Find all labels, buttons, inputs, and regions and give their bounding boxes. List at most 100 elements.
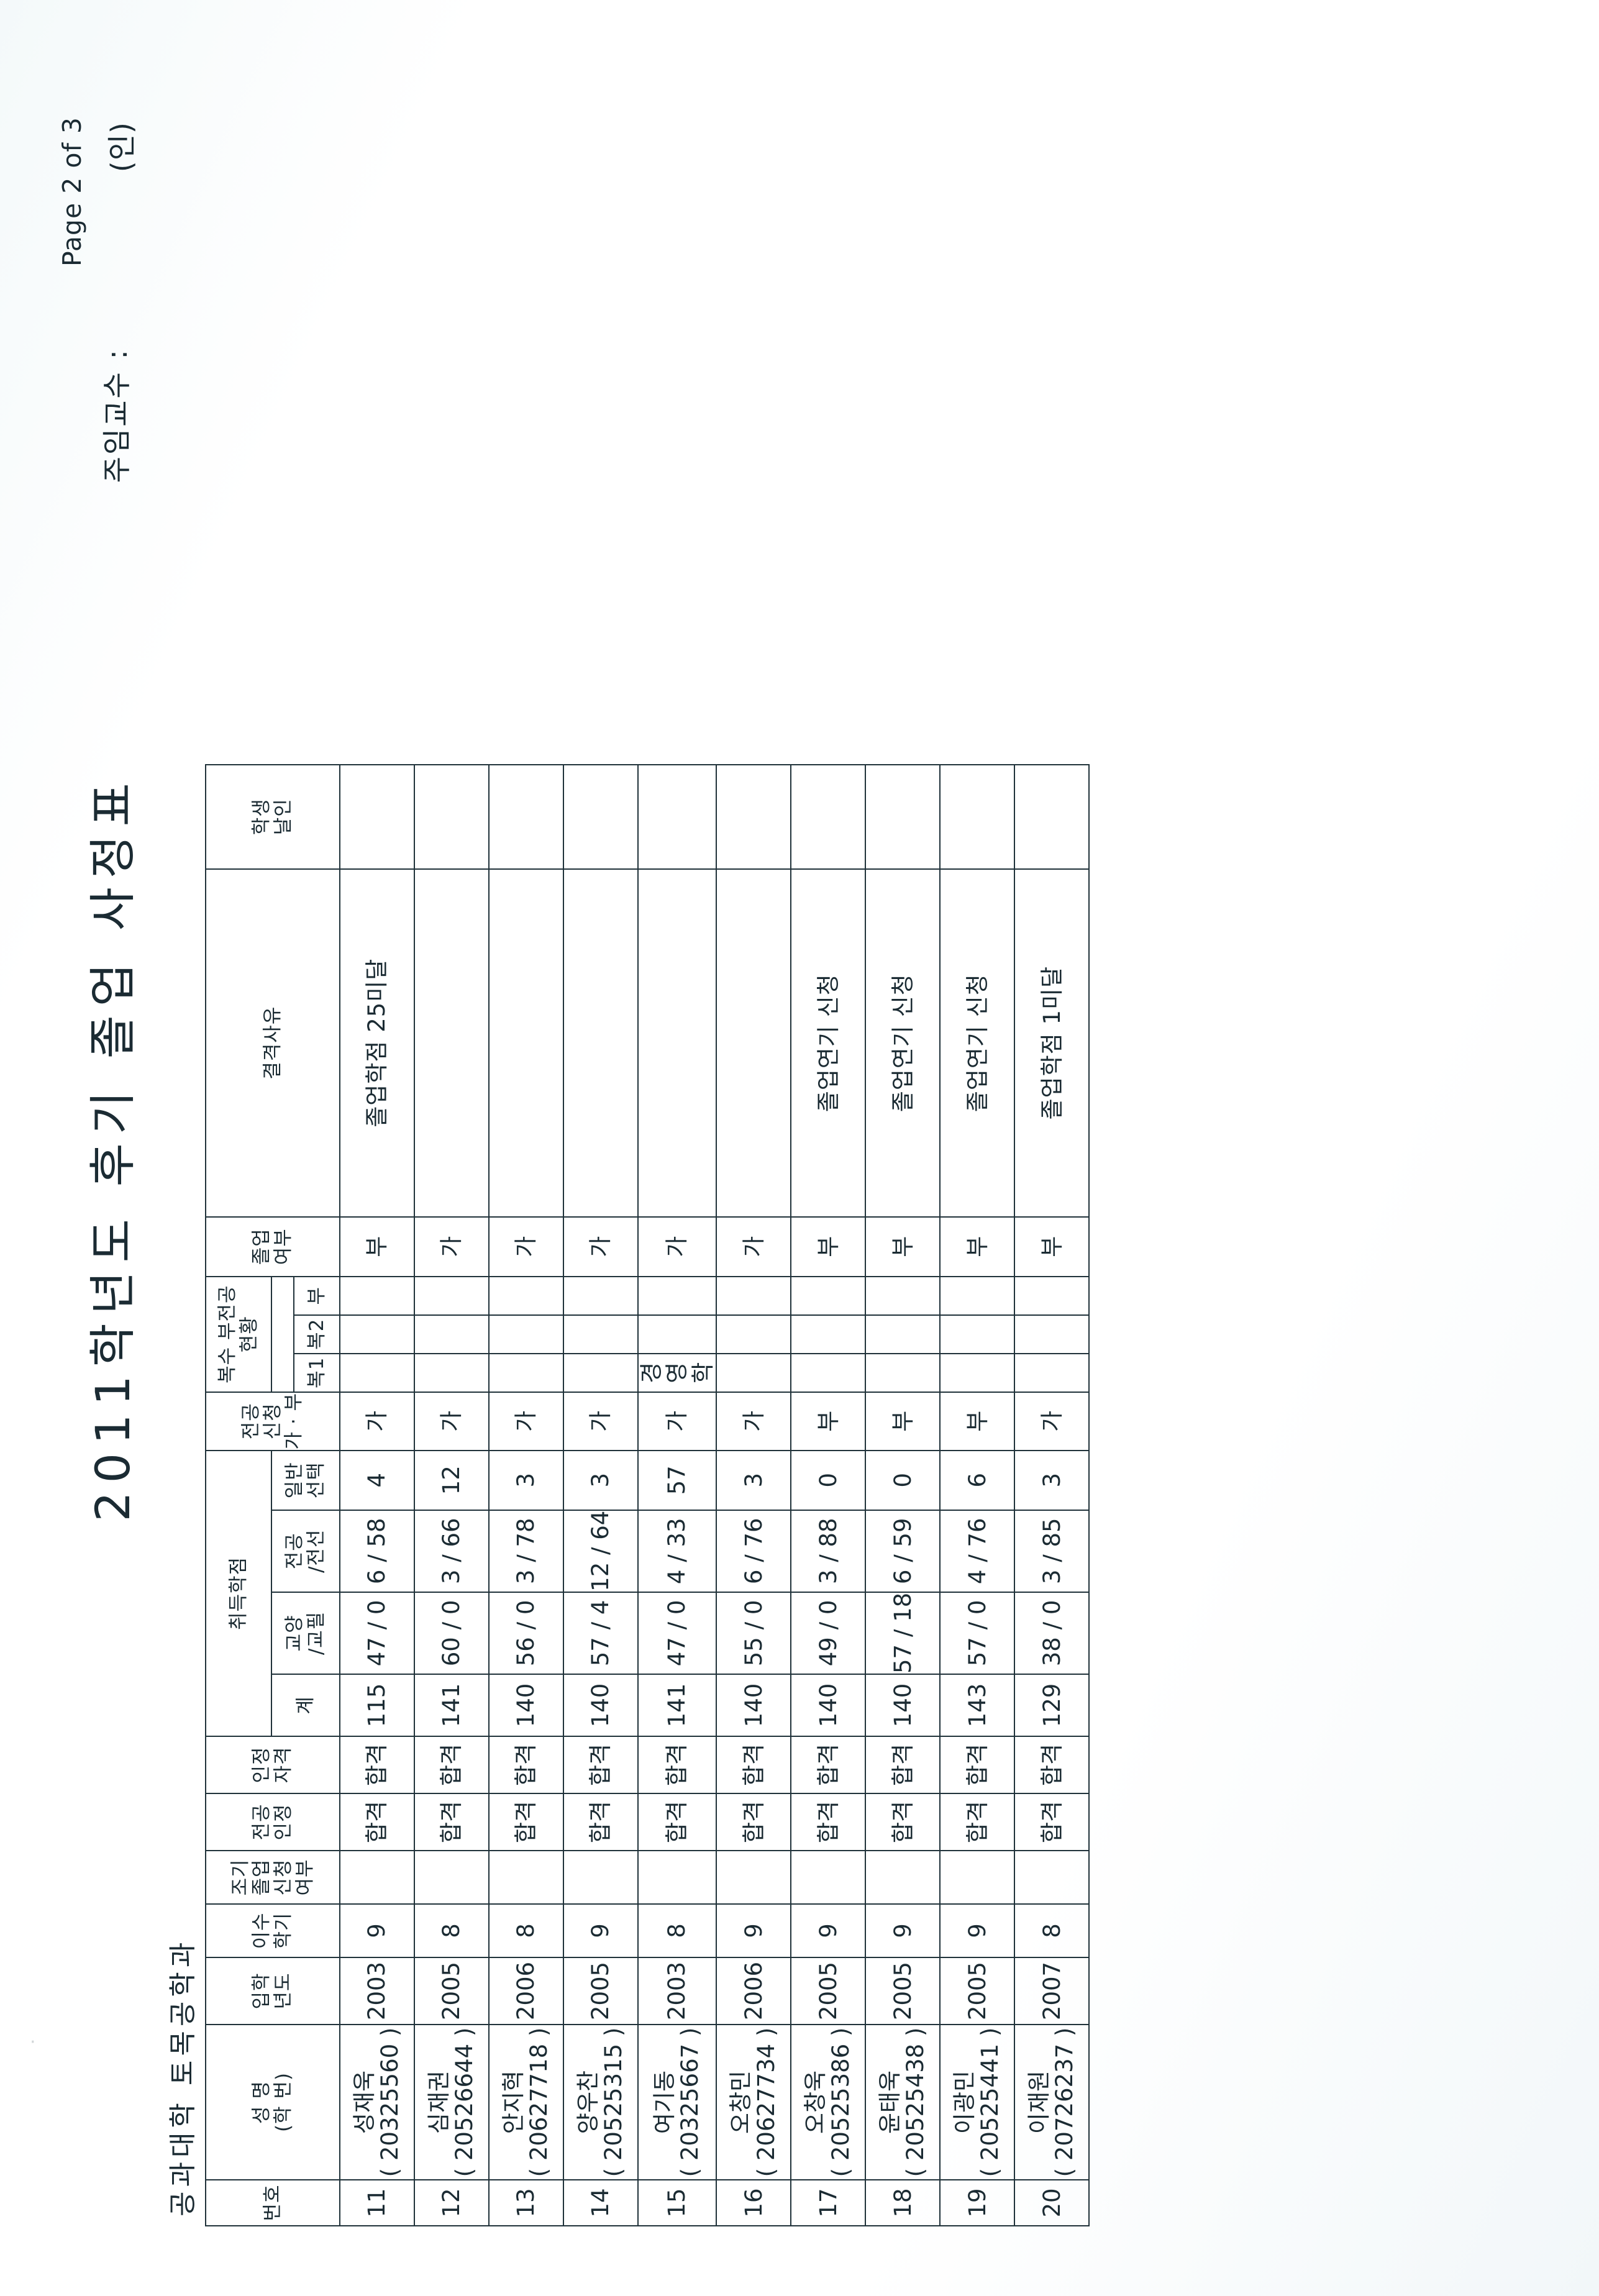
cell-double2 (1014, 1314, 1090, 1354)
cell-credits-gyo: 47 / 0 (638, 1592, 717, 1674)
cell-grad-status: 부 (791, 1216, 866, 1277)
cell-credits-general: 3 (489, 1450, 563, 1510)
th-credits-gyo: 교양/교필 (271, 1592, 340, 1674)
cell-double2 (638, 1314, 717, 1354)
cell-advisor-sign (638, 764, 717, 869)
cell-name-id: 심재권( 20526644 ) (414, 2025, 489, 2180)
cell-reason (489, 868, 563, 1217)
cell-name-id: 오창욱( 20525386 ) (791, 2025, 866, 2180)
cell-major-certified: 합격 (791, 1793, 866, 1851)
cell-reason (638, 868, 717, 1217)
cell-cert-qualified: 합격 (865, 1736, 941, 1793)
th-double-minor-group: 복수 부전공 현황 (206, 1276, 271, 1392)
student-name: 성재욱 (350, 2070, 378, 2134)
cell-major-certified: 합격 (940, 1793, 1015, 1851)
cell-name-id: 여기동( 20325667 ) (638, 2025, 717, 2180)
cell-credits-total: 141 (638, 1674, 717, 1736)
table-row: 18 윤태욱( 20525438 ) 2005 9 합격 합격 140 57 / 18 6 / … (865, 764, 941, 2226)
cell-credits-total: 140 (791, 1674, 866, 1736)
cell-no: 20 (1014, 2180, 1090, 2226)
th-name-id: 성 명 (학 번) (206, 2025, 340, 2180)
cell-credits-gyo: 60 / 0 (414, 1592, 489, 1674)
cell-admit-year: 2005 (563, 1957, 638, 2025)
cell-early-grad (940, 1851, 1015, 1904)
th-advisor-sign: 학생 날인 (206, 764, 340, 869)
cell-name-id: 윤태욱( 20525438 ) (865, 2025, 941, 2180)
cell-credits-general: 57 (638, 1450, 717, 1510)
page-indicator: Page 2 of 3 (57, 117, 87, 267)
student-name: 이광민 (950, 2070, 978, 2134)
cell-credits-jeon: 3 / 66 (414, 1510, 489, 1592)
cell-double1 (489, 1353, 563, 1392)
cell-major-apply: 가 (414, 1392, 489, 1451)
cell-minor (340, 1276, 414, 1315)
cell-credits-jeon: 6 / 58 (340, 1510, 414, 1592)
cell-credits-general: 3 (1014, 1450, 1090, 1510)
table-row: 14 양우찬( 20525315 ) 2005 9 합격 합격 140 57 / 4 12 / … (563, 764, 638, 2226)
cell-credits-gyo: 38 / 0 (1014, 1592, 1090, 1674)
cell-advisor-sign (791, 764, 866, 869)
cell-admit-year: 2005 (940, 1957, 1015, 2025)
cell-reason (563, 868, 638, 1217)
cell-grad-status: 가 (489, 1216, 563, 1277)
student-id: ( 20525438 ) (902, 2027, 929, 2177)
cell-name-id: 성재욱( 20325560 ) (340, 2025, 414, 2180)
cell-credits-total: 140 (865, 1674, 941, 1736)
cell-grad-status: 부 (340, 1216, 414, 1277)
cell-credits-gyo: 57 / 4 (563, 1592, 638, 1674)
cell-cert-qualified: 합격 (638, 1736, 717, 1793)
cell-credits-total: 140 (489, 1674, 563, 1736)
cell-grad-status: 부 (1014, 1216, 1090, 1277)
cell-major-certified: 합격 (638, 1793, 717, 1851)
cell-major-apply: 부 (791, 1392, 866, 1451)
cell-advisor-sign (940, 764, 1015, 869)
cell-cert-qualified: 합격 (563, 1736, 638, 1793)
cell-early-grad (414, 1851, 489, 1904)
student-id: ( 20726237 ) (1051, 2027, 1078, 2177)
cell-major-apply: 가 (563, 1392, 638, 1451)
student-name: 안지혁 (499, 2070, 527, 2134)
th-sub-double1: 복1 (294, 1353, 340, 1392)
cell-minor (940, 1276, 1015, 1315)
cell-no: 11 (340, 2180, 414, 2226)
cell-no: 16 (716, 2180, 791, 2226)
cell-admit-year: 2005 (791, 1957, 866, 2025)
th-credits-jeon: 전공/전선 (271, 1510, 340, 1592)
department-label: 공과대학 토목공학과 (167, 1938, 199, 2216)
cell-double2 (563, 1314, 638, 1354)
cell-semesters: 9 (791, 1904, 866, 1957)
cell-semesters: 9 (340, 1904, 414, 1957)
cell-early-grad (716, 1851, 791, 1904)
cell-major-apply: 부 (865, 1392, 941, 1451)
cell-credits-gyo: 56 / 0 (489, 1592, 563, 1674)
cell-major-apply: 가 (340, 1392, 414, 1451)
cell-credits-total: 115 (340, 1674, 414, 1736)
th-sub-double2: 복2 (294, 1314, 340, 1354)
th-grad-status: 졸업 여부 (206, 1216, 340, 1277)
student-name: 심재권 (425, 2070, 452, 2134)
cell-minor (414, 1276, 489, 1315)
cell-semesters: 8 (489, 1904, 563, 1957)
cell-major-apply: 가 (1014, 1392, 1090, 1451)
cell-no: 19 (940, 2180, 1015, 2226)
professor-signature-label: 주임교수 : (100, 348, 134, 483)
cell-grad-status: 부 (865, 1216, 941, 1277)
cell-advisor-sign (340, 764, 414, 869)
cell-major-certified: 합격 (489, 1793, 563, 1851)
cell-double2 (865, 1314, 941, 1354)
cell-credits-jeon: 12 / 64 (563, 1510, 638, 1592)
cell-early-grad (1014, 1851, 1090, 1904)
cell-early-grad (340, 1851, 414, 1904)
cell-grad-status: 가 (638, 1216, 717, 1277)
cell-minor (1014, 1276, 1090, 1315)
cell-credits-general: 0 (865, 1450, 941, 1510)
cell-early-grad (791, 1851, 866, 1904)
th-sub-minor: 부 (294, 1276, 340, 1315)
cell-grad-status: 가 (716, 1216, 791, 1277)
cell-advisor-sign (489, 764, 563, 869)
cell-credits-general: 4 (340, 1450, 414, 1510)
